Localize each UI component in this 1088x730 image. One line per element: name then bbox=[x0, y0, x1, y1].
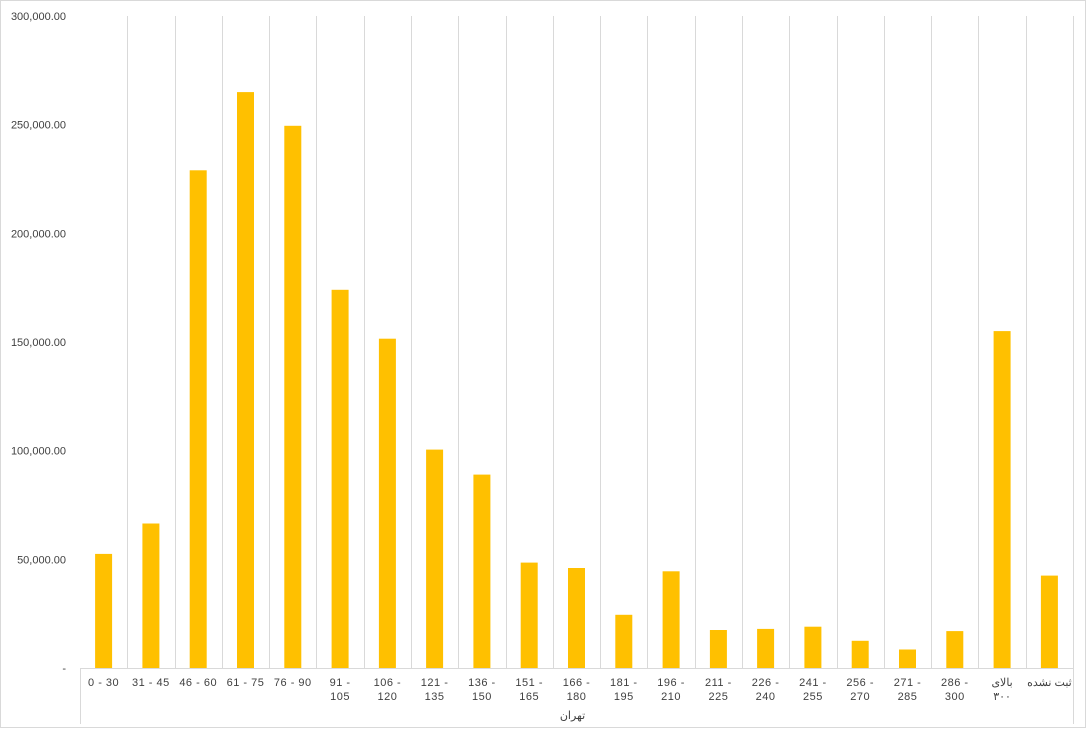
category-label: ۳۰۰ bbox=[993, 691, 1011, 703]
category-label: 0 - 30 bbox=[88, 677, 119, 689]
category-label: 106 - bbox=[374, 677, 402, 689]
category-label: 226 - bbox=[752, 677, 780, 689]
category-label: 181 - bbox=[610, 677, 638, 689]
bars bbox=[95, 92, 1058, 669]
bar bbox=[189, 170, 207, 669]
bar bbox=[331, 289, 349, 668]
category-label: 151 - bbox=[515, 677, 543, 689]
category-label: 195 bbox=[614, 691, 634, 703]
y-tick-label: 150,000.00 bbox=[11, 337, 66, 349]
category-label: 225 bbox=[708, 691, 728, 703]
x-axis bbox=[80, 668, 1074, 724]
bar bbox=[142, 523, 160, 668]
category-label: 46 - 60 bbox=[179, 677, 217, 689]
category-label: 286 - bbox=[941, 677, 969, 689]
bar bbox=[851, 640, 869, 668]
bar bbox=[757, 628, 775, 668]
bar bbox=[899, 649, 916, 668]
category-label: 180 bbox=[567, 691, 587, 703]
y-tick-label: 50,000.00 bbox=[17, 554, 66, 566]
bar bbox=[378, 338, 396, 668]
category-label: 240 bbox=[756, 691, 776, 703]
bar bbox=[946, 631, 964, 668]
category-group-label: تهران bbox=[560, 709, 585, 722]
bar bbox=[615, 614, 633, 668]
y-tick-label: - bbox=[62, 663, 66, 675]
bar bbox=[804, 626, 822, 668]
y-tick-label: 200,000.00 bbox=[11, 228, 66, 240]
category-label: 255 bbox=[803, 691, 823, 703]
bar bbox=[662, 571, 680, 668]
gridlines bbox=[127, 16, 1074, 668]
bar bbox=[426, 449, 444, 668]
category-label: 196 - bbox=[657, 677, 685, 689]
category-label: 166 - bbox=[563, 677, 591, 689]
bar bbox=[1040, 575, 1058, 668]
y-tick-label: 100,000.00 bbox=[11, 446, 66, 458]
bar bbox=[568, 568, 585, 668]
category-label: 91 - bbox=[330, 677, 351, 689]
category-label: ثبت نشده bbox=[1027, 677, 1072, 689]
category-label: 210 bbox=[661, 691, 681, 703]
category-label: 300 bbox=[945, 691, 965, 703]
bar bbox=[473, 474, 491, 668]
bar bbox=[95, 553, 113, 668]
bar bbox=[284, 125, 302, 669]
category-label: 136 - bbox=[468, 677, 496, 689]
category-label: 285 bbox=[898, 691, 918, 703]
bar bbox=[520, 562, 538, 668]
category-label: 270 bbox=[850, 691, 870, 703]
category-label: 76 - 90 bbox=[274, 677, 312, 689]
category-label: 31 - 45 bbox=[132, 677, 170, 689]
category-label: بالای bbox=[991, 677, 1012, 689]
bar bbox=[993, 331, 1011, 668]
y-tick-label: 250,000.00 bbox=[11, 120, 66, 132]
category-label: 211 - bbox=[705, 677, 732, 689]
category-label: 121 - bbox=[421, 677, 449, 689]
y-axis-tick-labels: - 50,000.00 100,000.00 150,000.00 200,000.00… bbox=[11, 11, 66, 675]
category-label: 241 - bbox=[799, 677, 827, 689]
category-label: 150 bbox=[472, 691, 492, 703]
bar bbox=[709, 630, 727, 668]
category-labels: 0 - 30 31 - 45 46 - 60 61 - 75 76 - 90 91 - 10… bbox=[88, 677, 1072, 703]
category-label: 105 bbox=[330, 691, 350, 703]
category-label: 256 - bbox=[846, 677, 874, 689]
y-tick-label: 300,000.00 bbox=[11, 11, 66, 23]
category-label: 135 bbox=[425, 691, 445, 703]
category-label: 120 bbox=[377, 691, 397, 703]
bar bbox=[237, 92, 254, 669]
category-label: 165 bbox=[519, 691, 539, 703]
category-label: 271 - bbox=[894, 677, 922, 689]
category-label: 61 - 75 bbox=[227, 677, 265, 689]
